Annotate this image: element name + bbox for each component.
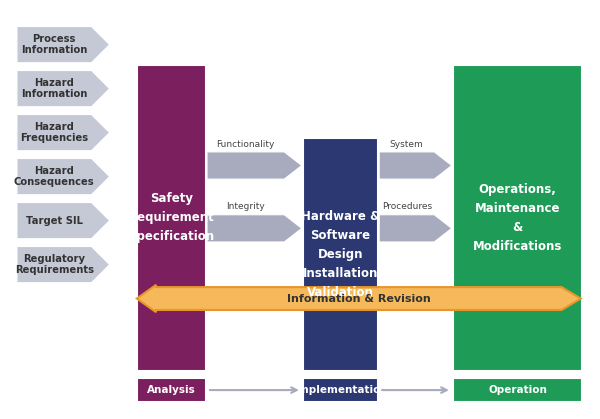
- Text: Operation: Operation: [488, 385, 547, 395]
- Text: Process
Information: Process Information: [21, 34, 88, 55]
- Polygon shape: [207, 215, 302, 242]
- Text: Hazard
Consequences: Hazard Consequences: [14, 166, 94, 187]
- Text: Hazard
Frequencies: Hazard Frequencies: [20, 122, 88, 143]
- Text: Regulatory
Requirements: Regulatory Requirements: [14, 254, 94, 275]
- Text: Analysis: Analysis: [147, 385, 196, 395]
- Polygon shape: [207, 152, 302, 179]
- Polygon shape: [17, 114, 110, 151]
- Polygon shape: [379, 152, 452, 179]
- Polygon shape: [17, 26, 110, 63]
- Polygon shape: [137, 378, 206, 402]
- Polygon shape: [453, 65, 582, 371]
- Polygon shape: [303, 378, 378, 402]
- Text: Functionality: Functionality: [217, 140, 275, 149]
- Text: Hazard
Information: Hazard Information: [21, 78, 88, 99]
- Polygon shape: [17, 70, 110, 107]
- Text: Safety
Requirement
Specification: Safety Requirement Specification: [128, 192, 214, 243]
- Polygon shape: [303, 138, 378, 371]
- Polygon shape: [17, 246, 110, 283]
- Text: Procedures: Procedures: [382, 202, 432, 211]
- Text: Integrity: Integrity: [226, 202, 265, 211]
- Polygon shape: [453, 378, 582, 402]
- Polygon shape: [137, 65, 206, 371]
- Polygon shape: [17, 202, 110, 239]
- Text: Target SIL: Target SIL: [26, 216, 83, 225]
- Text: Hardware &
Software
Design
Installation
Validation: Hardware & Software Design Installation …: [301, 210, 380, 299]
- Text: System: System: [390, 140, 424, 149]
- Text: Implementation: Implementation: [293, 385, 388, 395]
- Polygon shape: [17, 158, 110, 195]
- Text: Information & Revision: Information & Revision: [287, 294, 431, 303]
- Polygon shape: [379, 215, 452, 242]
- Text: Operations,
Maintenance
&
Modifications: Operations, Maintenance & Modifications: [473, 183, 562, 253]
- Polygon shape: [137, 285, 581, 312]
